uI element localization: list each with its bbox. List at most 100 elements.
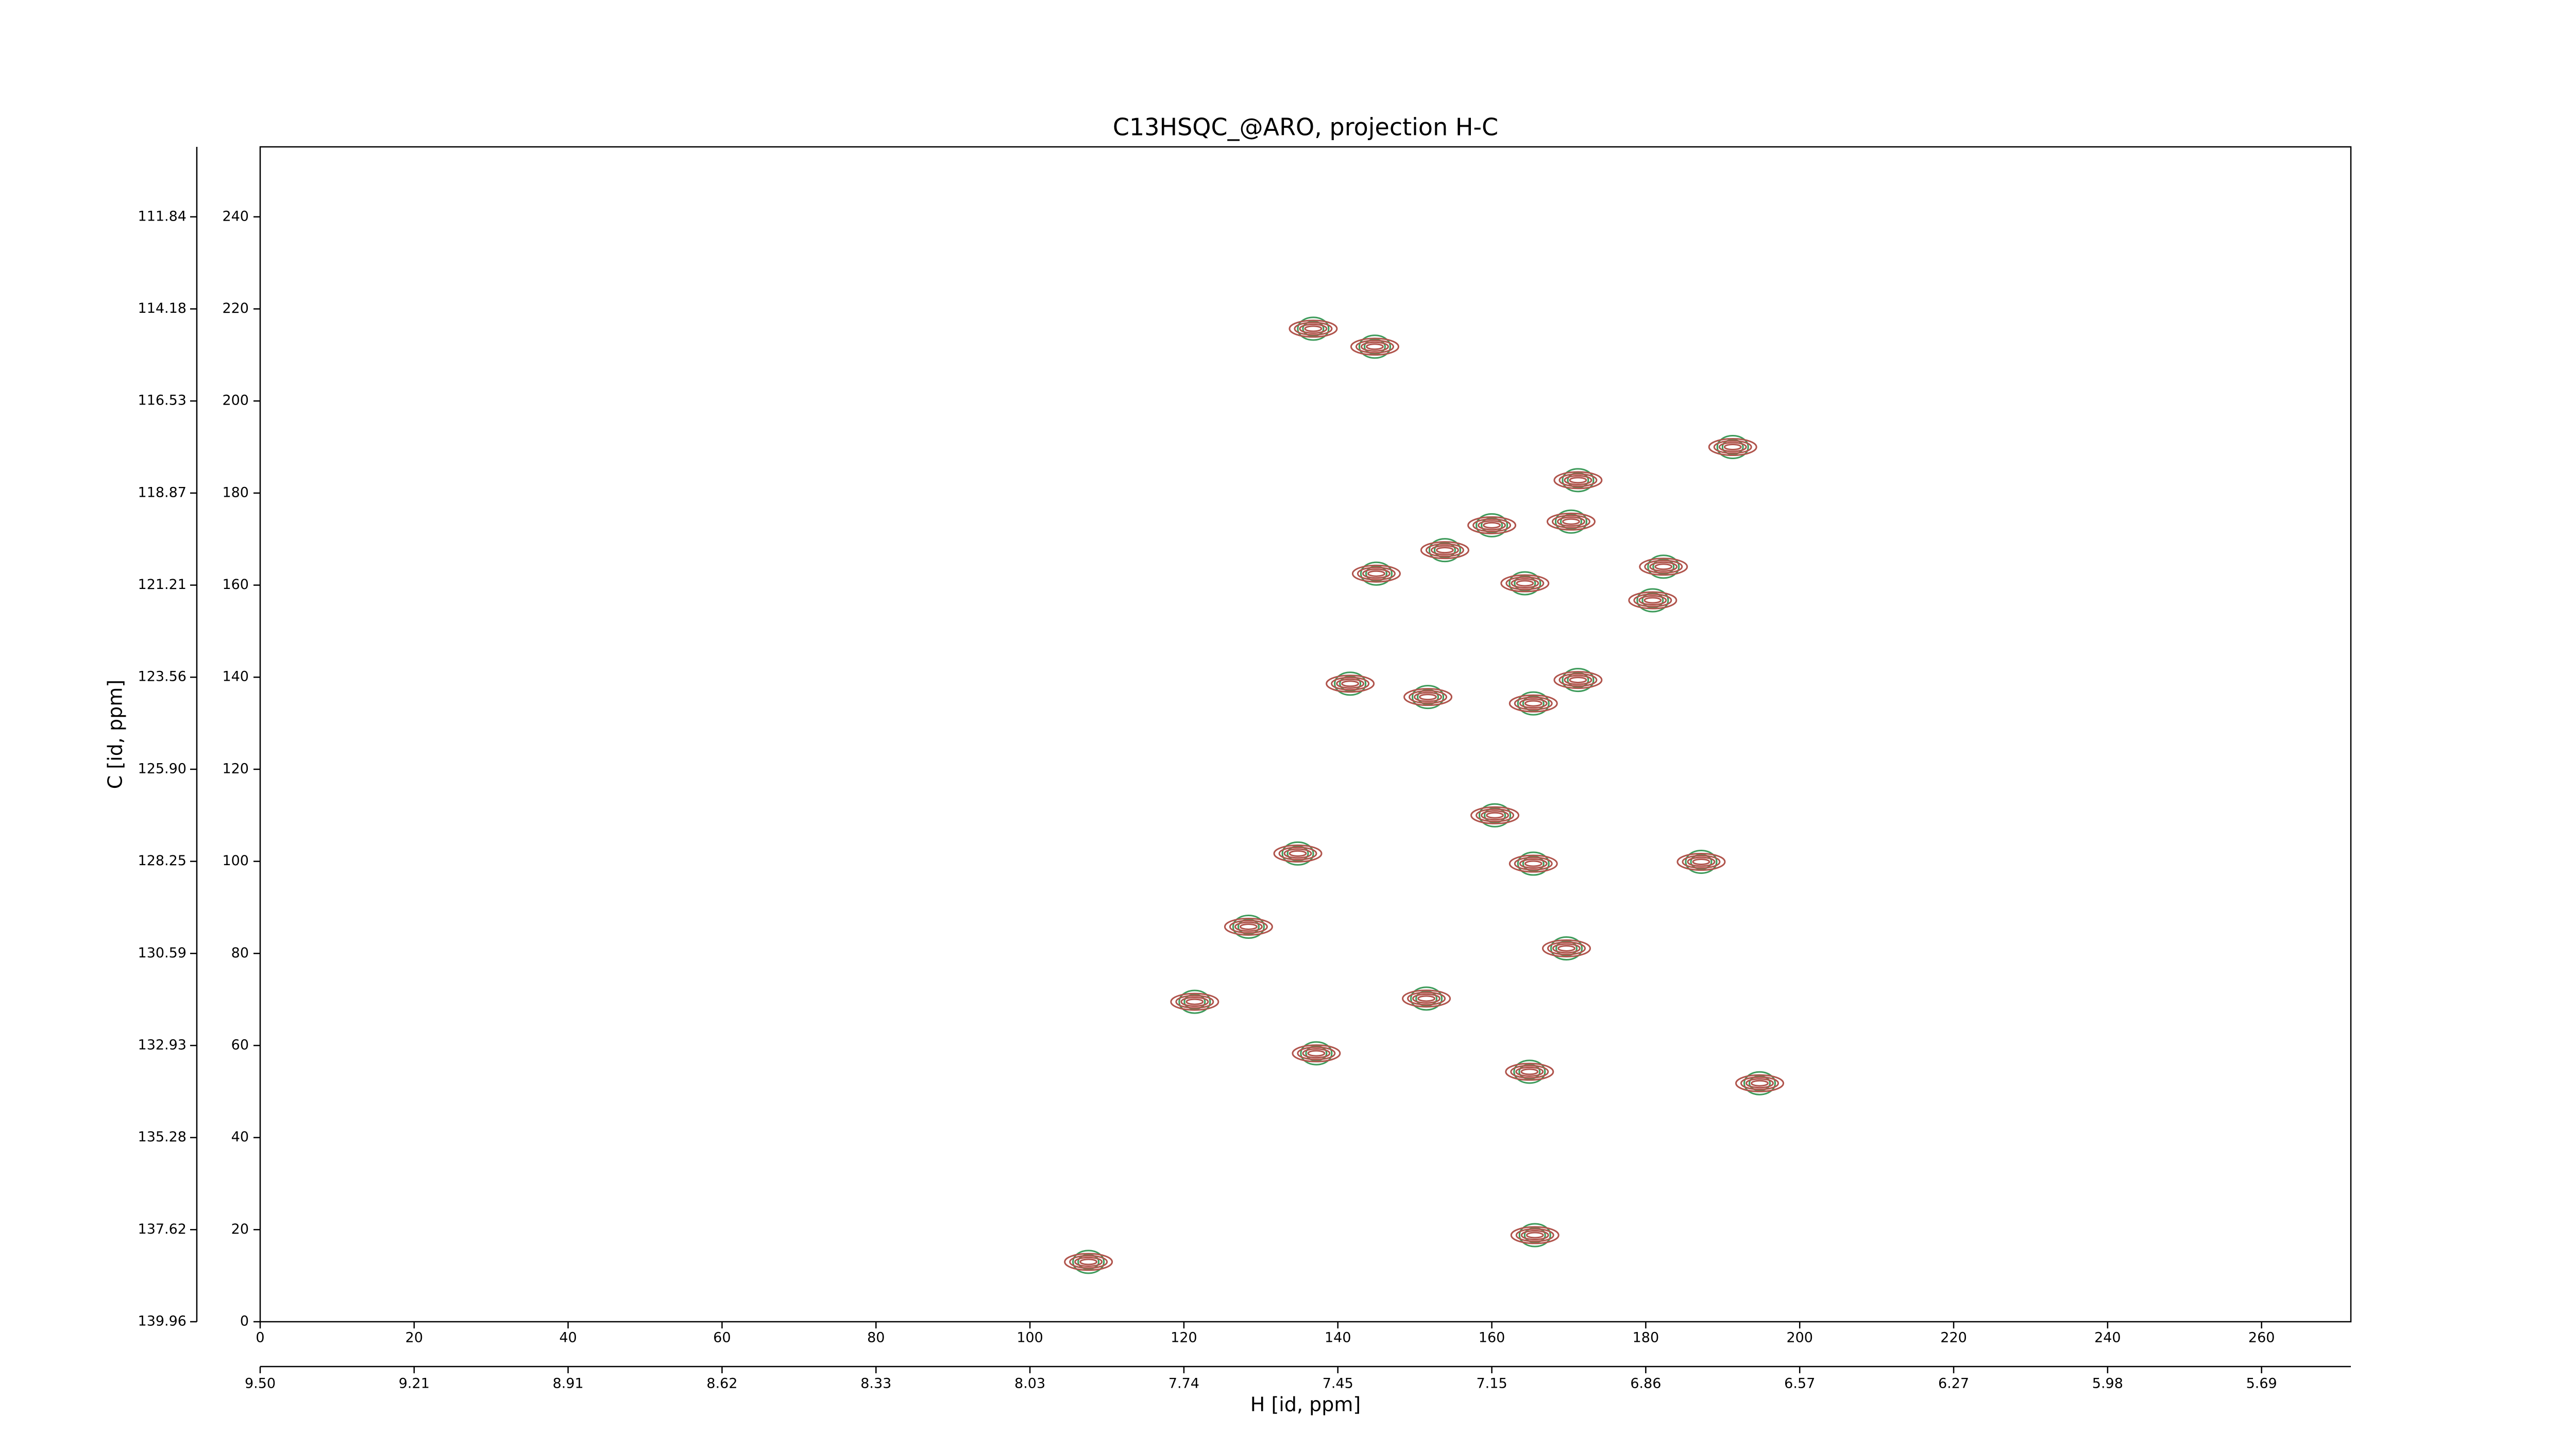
y-tick-label: 180	[222, 484, 249, 500]
y2-tick-label: 128.25	[138, 853, 187, 869]
negative-contour	[1232, 914, 1265, 939]
positive-contour	[1289, 850, 1307, 857]
positive-contour	[1569, 677, 1587, 684]
positive-contour	[1505, 1063, 1554, 1081]
positive-contour	[1079, 1258, 1098, 1266]
negative-contour	[1743, 1071, 1776, 1096]
peak	[1546, 509, 1596, 534]
negative-contour	[1554, 509, 1587, 534]
x2-tick-label: 6.86	[1630, 1376, 1661, 1392]
positive-contour	[1553, 671, 1603, 689]
positive-contour	[1224, 917, 1273, 936]
positive-contour	[1064, 1253, 1113, 1271]
positive-contour	[1682, 854, 1721, 869]
x2-tick-label: 9.50	[245, 1376, 276, 1392]
positive-contour	[1234, 921, 1263, 932]
positive-contour	[1509, 694, 1558, 713]
positive-contour	[1304, 325, 1323, 332]
y-axis-label: C [id, ppm]	[104, 680, 127, 789]
positive-contour	[1481, 810, 1510, 821]
positive-contour	[1546, 512, 1596, 531]
positive-contour	[1170, 992, 1219, 1011]
positive-contour	[1649, 561, 1678, 572]
negative-contour	[1567, 672, 1589, 688]
x-axis-label: H [id, ppm]	[1250, 1393, 1361, 1416]
positive-contour	[1403, 688, 1453, 706]
negative-contour	[1721, 439, 1744, 456]
positive-contour	[1511, 578, 1539, 588]
x-tick-label: 260	[2248, 1330, 2275, 1346]
negative-contour	[1077, 1254, 1100, 1270]
peak	[1708, 435, 1757, 460]
positive-contour	[1402, 989, 1451, 1008]
peak	[1403, 685, 1453, 710]
negative-contour	[1550, 936, 1583, 961]
positive-contour	[1519, 698, 1548, 709]
y-tick-label: 140	[222, 669, 249, 685]
positive-contour	[1326, 675, 1375, 693]
positive-contour	[1562, 518, 1580, 525]
x2-tick-label: 5.98	[2092, 1376, 2123, 1392]
positive-contour	[1362, 568, 1391, 579]
positive-contour	[1639, 558, 1688, 576]
positive-contour	[1239, 923, 1258, 930]
positive-contour	[1365, 343, 1384, 350]
negative-contour	[1358, 334, 1391, 359]
negative-contour	[1072, 1250, 1105, 1274]
peak	[1505, 1059, 1554, 1084]
positive-contour	[1509, 854, 1558, 873]
negative-contour	[1178, 989, 1211, 1014]
positive-contour	[1514, 856, 1553, 871]
negative-contour	[1300, 1041, 1333, 1066]
negative-contour	[1517, 691, 1550, 716]
positive-contour	[1355, 340, 1394, 354]
negative-contour	[1410, 986, 1443, 1011]
y2-tick-label: 111.84	[138, 208, 187, 224]
y-tick-label: 220	[222, 300, 249, 316]
positive-contour	[1552, 943, 1581, 954]
negative-contour	[1562, 668, 1595, 693]
positive-contour	[1735, 1074, 1785, 1092]
peak	[1064, 1250, 1113, 1274]
x-tick-label: 180	[1633, 1330, 1659, 1346]
positive-contour	[1292, 1044, 1341, 1063]
chart-title: C13HSQC_@ARO, projection H-C	[1113, 113, 1498, 141]
x2-tick-label: 7.15	[1477, 1376, 1507, 1392]
x2-tick-label: 8.91	[553, 1376, 584, 1392]
plot-frame	[259, 146, 2352, 1323]
positive-contour	[1638, 595, 1667, 606]
positive-contour	[1412, 993, 1441, 1004]
x2-tick-label: 5.69	[2246, 1376, 2277, 1392]
y-tick-label: 240	[222, 208, 249, 224]
y-tick-label: 80	[231, 945, 249, 961]
y2-tick-label: 135.28	[138, 1129, 187, 1145]
positive-contour	[1515, 1228, 1554, 1242]
positive-contour	[1708, 438, 1757, 457]
positive-contour	[1500, 574, 1550, 593]
positive-contour	[1718, 442, 1747, 452]
positive-contour	[1302, 1048, 1331, 1059]
x-tick-label: 220	[1940, 1330, 1967, 1346]
positive-contour	[1283, 848, 1312, 859]
positive-contour	[1331, 677, 1370, 691]
x-tick-label: 0	[256, 1330, 264, 1346]
x-tick-label: 100	[1016, 1330, 1043, 1346]
negative-contour	[1281, 841, 1314, 866]
peak	[1639, 554, 1688, 579]
peak	[1326, 671, 1375, 696]
negative-contour	[1476, 513, 1509, 537]
peak	[1292, 1041, 1341, 1066]
positive-contour	[1294, 322, 1333, 336]
negative-contour	[1514, 575, 1536, 592]
peak	[1735, 1071, 1785, 1096]
x-tick-label: 240	[2094, 1330, 2121, 1346]
positive-contour	[1425, 543, 1464, 558]
negative-contour	[1716, 435, 1749, 460]
positive-contour	[1643, 597, 1662, 604]
negative-contour	[1685, 849, 1718, 874]
peak	[1628, 588, 1677, 613]
y-tick-label: 100	[222, 853, 249, 869]
x-tick-label: 200	[1786, 1330, 1813, 1346]
